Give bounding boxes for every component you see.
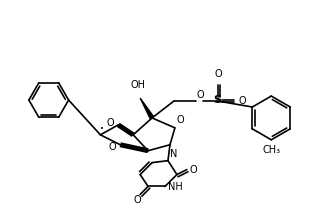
Text: O: O xyxy=(177,115,185,125)
Text: O: O xyxy=(190,165,197,175)
Text: O: O xyxy=(239,96,246,106)
Text: O: O xyxy=(109,142,116,152)
Text: S: S xyxy=(213,95,222,105)
Text: N: N xyxy=(170,149,177,159)
Text: NH: NH xyxy=(168,183,183,193)
Polygon shape xyxy=(140,98,154,119)
Text: O: O xyxy=(107,118,114,128)
Text: •: • xyxy=(100,126,104,132)
Text: OH: OH xyxy=(131,80,146,90)
Text: O: O xyxy=(197,90,204,100)
Text: CH₃: CH₃ xyxy=(262,145,280,155)
Text: O: O xyxy=(215,69,223,79)
Text: O: O xyxy=(133,195,141,205)
